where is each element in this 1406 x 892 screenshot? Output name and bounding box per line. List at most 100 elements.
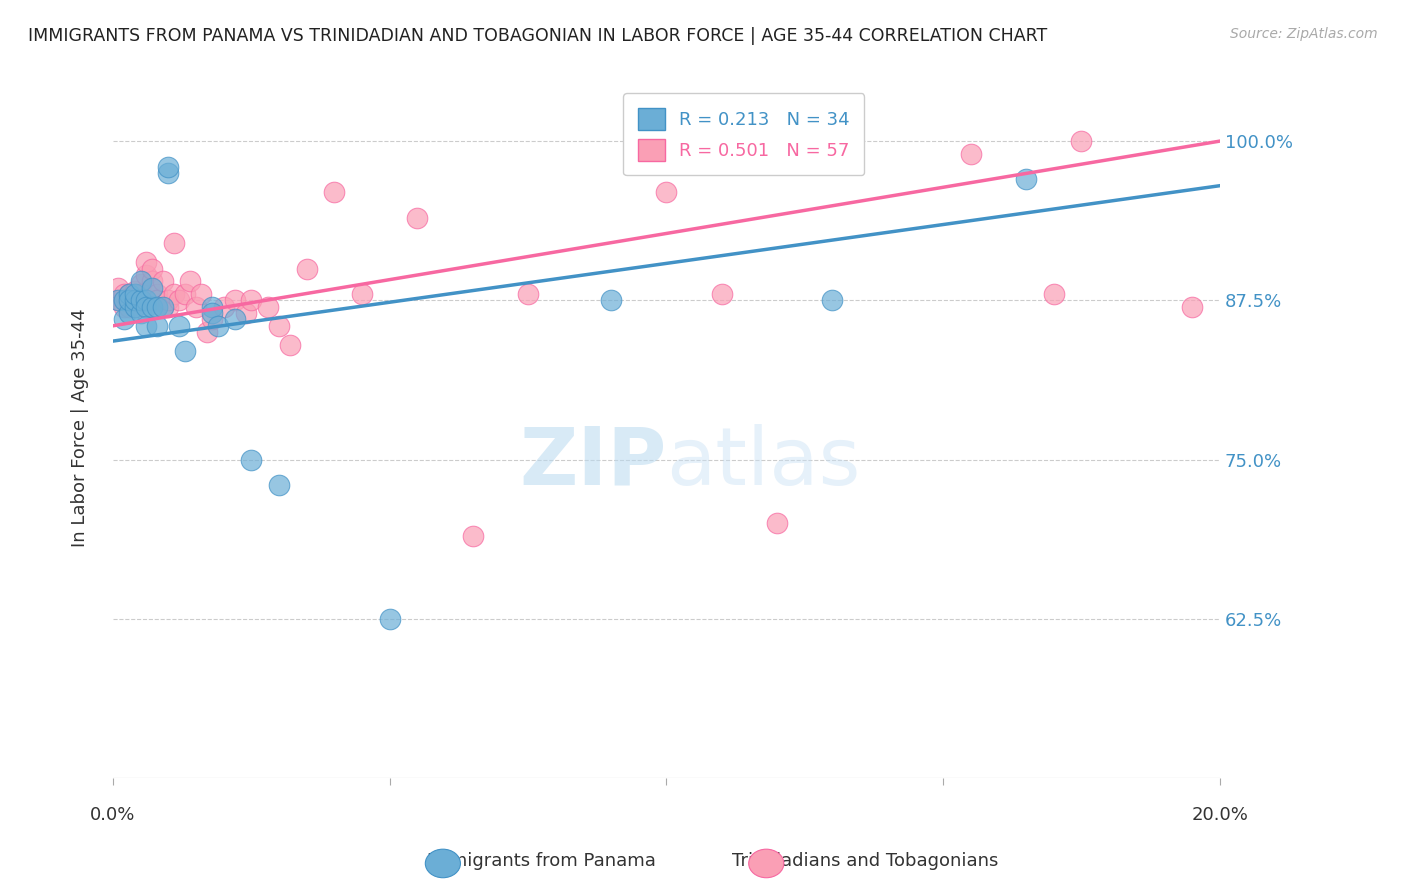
Point bbox=[118, 293, 141, 308]
Text: Trinidadians and Tobagonians: Trinidadians and Tobagonians bbox=[731, 852, 998, 870]
Point bbox=[112, 287, 135, 301]
Text: 0.0%: 0.0% bbox=[90, 806, 135, 824]
Point bbox=[201, 306, 224, 320]
Text: Immigrants from Panama: Immigrants from Panama bbox=[427, 852, 655, 870]
Point bbox=[655, 185, 678, 199]
Point bbox=[201, 300, 224, 314]
Point bbox=[224, 293, 246, 308]
Point bbox=[141, 261, 163, 276]
Point bbox=[124, 300, 146, 314]
Point bbox=[135, 268, 157, 282]
Point bbox=[201, 312, 224, 326]
Point bbox=[129, 293, 152, 308]
Point bbox=[124, 289, 146, 303]
Point bbox=[184, 300, 207, 314]
Point bbox=[157, 300, 180, 314]
Point bbox=[163, 235, 186, 250]
Point bbox=[224, 312, 246, 326]
Point bbox=[766, 516, 789, 531]
Point bbox=[378, 612, 401, 626]
Point bbox=[163, 287, 186, 301]
Point bbox=[135, 293, 157, 308]
Point bbox=[516, 287, 538, 301]
Point bbox=[146, 293, 169, 308]
Point bbox=[256, 300, 278, 314]
Point bbox=[190, 287, 212, 301]
Point bbox=[267, 318, 290, 333]
Point bbox=[195, 325, 218, 339]
Point bbox=[118, 287, 141, 301]
Point bbox=[167, 318, 190, 333]
Point bbox=[124, 293, 146, 308]
Point bbox=[710, 287, 733, 301]
Point bbox=[124, 287, 146, 301]
Point bbox=[146, 318, 169, 333]
Text: ZIP: ZIP bbox=[519, 424, 666, 502]
Point bbox=[267, 478, 290, 492]
Point bbox=[173, 287, 195, 301]
Point bbox=[129, 287, 152, 301]
Point bbox=[129, 293, 152, 308]
Text: atlas: atlas bbox=[666, 424, 860, 502]
Point bbox=[461, 529, 484, 543]
Point bbox=[112, 300, 135, 314]
Point bbox=[240, 293, 263, 308]
Text: IMMIGRANTS FROM PANAMA VS TRINIDADIAN AND TOBAGONIAN IN LABOR FORCE | AGE 35-44 : IMMIGRANTS FROM PANAMA VS TRINIDADIAN AN… bbox=[28, 27, 1047, 45]
Point bbox=[135, 318, 157, 333]
Point bbox=[141, 280, 163, 294]
Point bbox=[600, 293, 623, 308]
Point bbox=[1015, 172, 1038, 186]
Point bbox=[146, 287, 169, 301]
Point bbox=[1070, 134, 1092, 148]
Point bbox=[118, 306, 141, 320]
Point bbox=[112, 293, 135, 308]
Point bbox=[207, 318, 229, 333]
Point bbox=[141, 293, 163, 308]
Point bbox=[107, 280, 129, 294]
Point bbox=[124, 300, 146, 314]
Point bbox=[118, 293, 141, 308]
Point bbox=[1042, 287, 1064, 301]
Point bbox=[124, 285, 146, 299]
Point bbox=[135, 293, 157, 308]
Point bbox=[152, 274, 174, 288]
Point bbox=[112, 312, 135, 326]
Point bbox=[107, 293, 129, 308]
Point bbox=[157, 293, 180, 308]
Point bbox=[323, 185, 346, 199]
Point bbox=[235, 306, 257, 320]
Text: 20.0%: 20.0% bbox=[1191, 806, 1249, 824]
Point bbox=[821, 293, 844, 308]
Point bbox=[173, 344, 195, 359]
Point bbox=[350, 287, 373, 301]
Point bbox=[146, 300, 169, 314]
Point bbox=[112, 293, 135, 308]
Point bbox=[278, 338, 301, 352]
Point bbox=[129, 306, 152, 320]
Point bbox=[212, 300, 235, 314]
Point bbox=[152, 300, 174, 314]
Point bbox=[129, 277, 152, 291]
Point bbox=[157, 166, 180, 180]
Point bbox=[406, 211, 429, 225]
Point bbox=[129, 274, 152, 288]
Point bbox=[146, 293, 169, 308]
Point bbox=[167, 293, 190, 308]
Point bbox=[141, 274, 163, 288]
Point bbox=[107, 293, 129, 308]
Point bbox=[124, 293, 146, 308]
Point bbox=[1181, 300, 1204, 314]
Point bbox=[141, 300, 163, 314]
Point bbox=[295, 261, 318, 276]
Point bbox=[118, 300, 141, 314]
Point bbox=[959, 146, 981, 161]
Point bbox=[179, 274, 201, 288]
Point bbox=[157, 160, 180, 174]
Point bbox=[135, 300, 157, 314]
Point bbox=[135, 255, 157, 269]
Point bbox=[152, 300, 174, 314]
Point bbox=[240, 452, 263, 467]
Text: Source: ZipAtlas.com: Source: ZipAtlas.com bbox=[1230, 27, 1378, 41]
Point bbox=[118, 287, 141, 301]
Y-axis label: In Labor Force | Age 35-44: In Labor Force | Age 35-44 bbox=[72, 309, 89, 547]
